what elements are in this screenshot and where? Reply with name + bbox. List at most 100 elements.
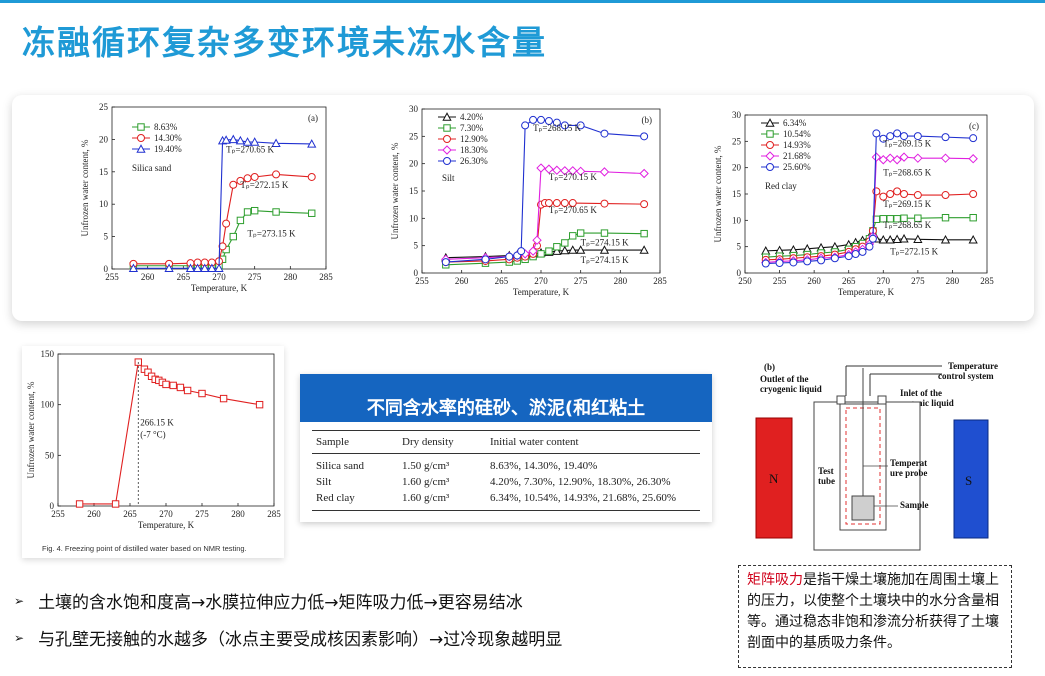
series-group [128,134,317,273]
y-tick-label: 15 [409,186,419,196]
x-tick-label: 275 [195,509,209,519]
legend-label: 6.34% [783,118,807,128]
x-tick-label: 255 [773,276,787,286]
x-tick-label: 260 [455,276,469,286]
legend-label: 8.63% [154,122,178,132]
data-point [307,172,316,181]
legend-marker [442,112,452,121]
x-tick-label: 250 [738,276,752,286]
data-point [886,190,895,198]
data-point [900,190,909,198]
data-point [569,232,577,240]
top-accent-line [0,0,1045,3]
data-point [900,214,908,222]
data-point [913,153,923,163]
data-point [878,234,888,244]
panel-label: (c) [969,121,979,131]
data-point [169,381,177,390]
x-tick-label: 285 [319,272,333,282]
freezing-point-label: 266.15 K [140,417,174,427]
sample-label: Silica sand [132,163,172,173]
magnet-north-label: N [769,471,779,486]
data-point [868,234,877,243]
y-tick-label: 50 [45,450,55,460]
data-point [272,170,281,179]
data-point [893,187,902,196]
data-point [229,232,237,241]
data-point [552,199,561,208]
table-row: Silt 1.60 g/cm³ 4.20%, 7.30%, 12.90%, 18… [312,474,700,490]
data-point [198,389,206,398]
data-point [553,243,561,251]
x-tick-label: 280 [284,272,298,282]
y-tick-label: 5 [414,241,419,251]
note-text: 是指干燥土壤施加在周围土壤上的压力，以使整个土壤块中的水分含量相等。通过稳态非饱… [747,572,999,651]
legend-label: 10.54% [783,129,811,139]
data-point [236,216,245,225]
outlet-port [836,395,846,405]
table-row: Silica sand 1.50 g/cm³ 8.63%, 14.30%, 19… [312,454,700,474]
data-point [481,255,490,264]
data-point [640,229,648,238]
bullet-arrow-icon: ➢ [14,593,25,608]
y-tick-label: 0 [737,268,742,278]
apparatus-svg: (b) Outlet of the cryogenic liquid Inlet… [755,361,998,551]
data-point [560,199,569,208]
cell-sample: Red clay [316,492,355,504]
data-point [517,247,526,256]
data-point [545,247,553,255]
legend-marker [766,130,774,138]
data-point [544,199,553,208]
legend-marker [765,151,775,161]
data-point [969,214,977,222]
data-point [600,229,609,237]
data-point [568,245,578,254]
y-tick-label: 5 [737,242,742,252]
magnet-south-label: S [965,473,972,488]
sample-table: Sample Dry density Initial water content… [312,430,700,511]
data-point [236,176,245,185]
tp-annotation: Tₚ=270.65 K [549,205,597,215]
legend-marker [443,124,451,132]
data-point [185,263,196,273]
tp-annotation: Tₚ=272.15 K [240,180,288,190]
cell-density: 1.60 g/cm³ [402,476,450,488]
temp-control-label-2: control system [938,371,994,381]
data-point [858,247,867,256]
table-header-row: Sample Dry density Initial water content [312,430,700,454]
x-tick-label: 255 [105,272,119,282]
note-highlight: 矩阵吸力 [747,572,803,588]
x-tick-label: 265 [177,272,191,282]
data-point [817,256,826,265]
data-point [639,245,649,254]
panel-label: (a) [308,113,318,123]
legend-label: 12.90% [460,134,488,144]
y-tick-label: 20 [99,134,109,144]
header-initial-water: Initial water content [490,436,579,448]
data-point [886,215,894,223]
data-point [899,233,909,243]
data-point [544,117,553,126]
data-point [229,180,238,189]
data-point [521,121,530,130]
x-tick-label: 270 [159,509,173,519]
apparatus-diagram: (b) Outlet of the cryogenic liquid Inlet… [742,356,1014,552]
data-point [221,135,231,144]
bullet-text: 与孔壁无接触的水越多（冰点主要受成核因素影响）→过冷现象越明显 [38,630,563,650]
data-point [560,121,569,130]
data-point [879,192,888,201]
x-tick-label: 270 [877,276,891,286]
inlet-port [877,395,887,405]
legend-marker [137,134,145,142]
data-point [536,163,546,173]
data-point [879,215,887,223]
data-point [761,259,770,268]
y-tick-label: 10 [409,213,419,223]
inlet-label-2: cryogenic liquid [892,398,954,408]
x-tick-label: 255 [415,276,429,286]
data-point [250,172,259,181]
data-point [271,138,281,147]
data-point [552,246,562,255]
temp-control-label: Temperature [948,361,998,371]
data-point [914,214,922,222]
